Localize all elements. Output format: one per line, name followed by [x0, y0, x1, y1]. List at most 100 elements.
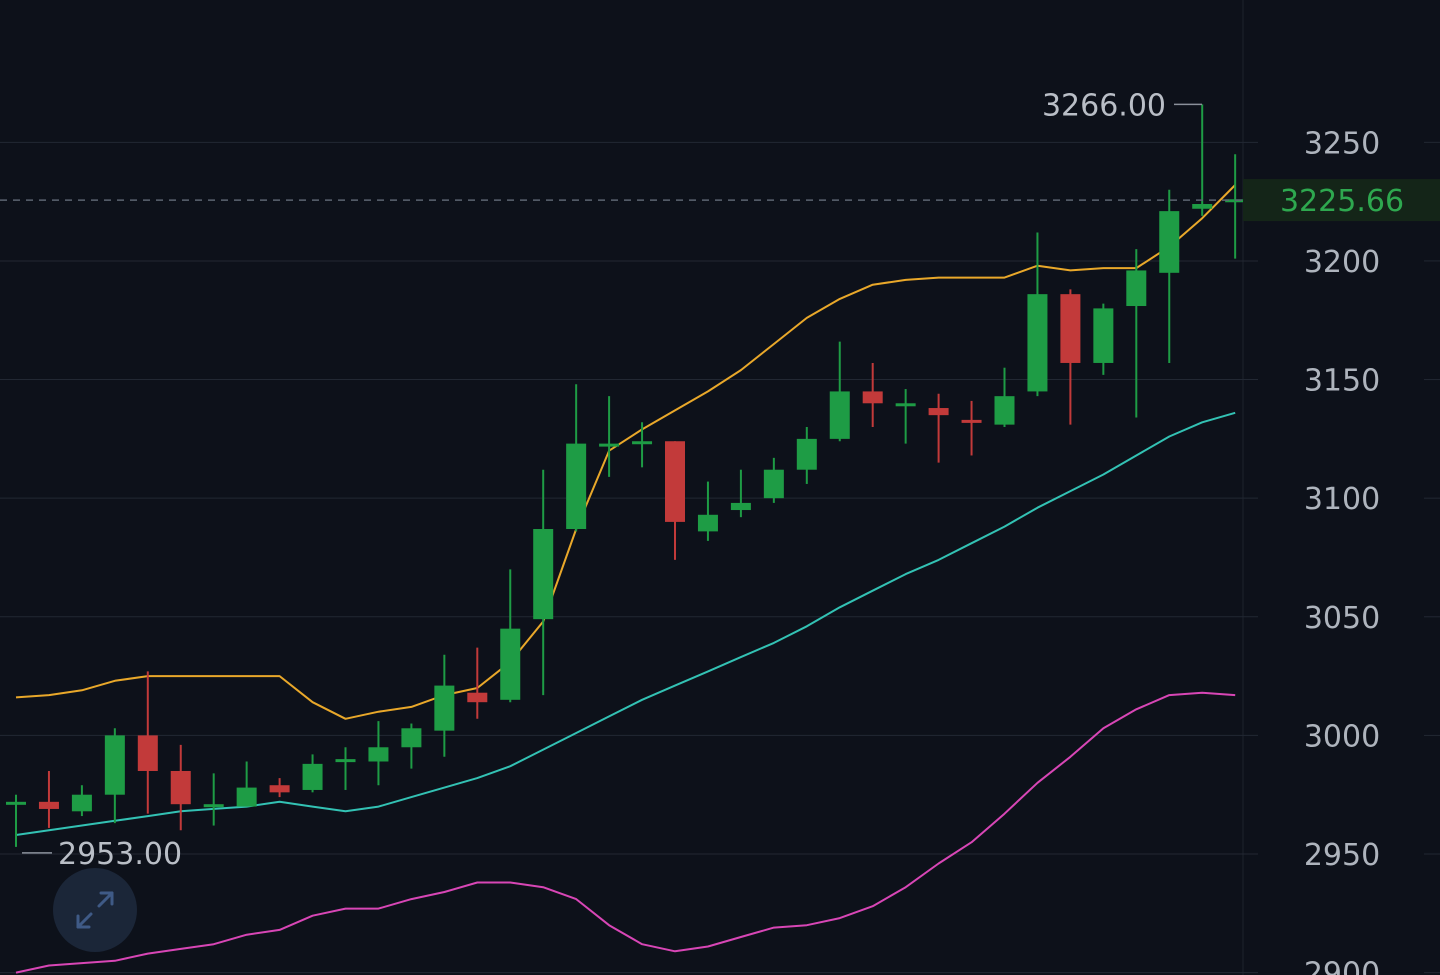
candle-body [763, 469, 784, 499]
candle [566, 384, 587, 532]
candle-body [697, 514, 718, 532]
low-marker-label: 2953.00 [58, 837, 182, 872]
candle [994, 367, 1015, 428]
candle [928, 393, 949, 463]
candle-body [467, 692, 488, 703]
candle [203, 773, 224, 826]
y-axis: 3250 3200 3150 3100 3050 3000 2950 2900 [1304, 126, 1380, 975]
candle [1126, 249, 1147, 418]
candle-body [269, 785, 290, 793]
candle [368, 721, 389, 786]
y-tick-label: 3150 [1304, 364, 1380, 399]
candle-body [862, 391, 883, 404]
y-tick-label: 3100 [1304, 482, 1380, 517]
candle [599, 396, 620, 477]
candle-body [1027, 294, 1048, 392]
candle-body [500, 628, 521, 700]
candle [137, 671, 158, 814]
expand-icon [76, 891, 114, 929]
y-tick-label: 2900 [1304, 957, 1380, 975]
candle-body [796, 438, 817, 470]
candle-body [203, 804, 224, 808]
candle [1027, 232, 1048, 397]
candle-body [170, 770, 191, 805]
candle [862, 362, 883, 428]
candle-body [566, 443, 587, 530]
candle [829, 341, 850, 442]
middle-band-series [15, 411, 1236, 836]
candle [1093, 303, 1114, 375]
high-marker-label: 3266.00 [1042, 88, 1166, 123]
candle-body [137, 735, 158, 771]
candle [104, 728, 125, 824]
y-tick-label: 3050 [1304, 601, 1380, 636]
candle-body [730, 502, 751, 511]
candle-body [335, 759, 356, 763]
candle [1060, 289, 1081, 425]
bands [15, 184, 1236, 836]
y-tick-label: 3250 [1304, 126, 1380, 161]
candle-body [599, 443, 620, 447]
y-tick-label: 3200 [1304, 245, 1380, 280]
candle [697, 481, 718, 541]
candle [763, 457, 784, 503]
candle-body [1192, 204, 1213, 209]
candle [38, 770, 59, 828]
candle [1192, 104, 1213, 216]
candle-body [632, 441, 653, 445]
candle-body [302, 763, 323, 790]
candle [632, 422, 653, 468]
candle [236, 761, 257, 807]
candle [269, 778, 290, 798]
candle-body [928, 408, 949, 416]
candle [895, 389, 916, 444]
price-markers: 3225.66 3266.00 2953.00 [0, 88, 1440, 872]
candle-body [1093, 308, 1114, 363]
candle-body [665, 441, 685, 522]
candle [6, 794, 26, 847]
candle-body [1060, 294, 1081, 363]
candle-body [533, 529, 554, 620]
candle [796, 427, 817, 484]
candle-body [1126, 270, 1147, 307]
candle [1159, 189, 1180, 363]
candle [533, 469, 554, 696]
candle-body [38, 801, 59, 809]
candle [401, 723, 422, 769]
candle-body [6, 801, 26, 805]
candle [467, 647, 488, 719]
candle-body [368, 747, 389, 762]
y-tick-label: 2950 [1304, 838, 1380, 873]
candle-body [236, 787, 257, 807]
candle [71, 785, 92, 817]
candle [665, 441, 685, 560]
candle [335, 747, 356, 790]
candles [6, 104, 1246, 847]
candle [1225, 154, 1246, 259]
candle [500, 569, 521, 703]
candle-body [434, 685, 455, 731]
upper-band-series [15, 184, 1236, 720]
candle-body [895, 403, 916, 407]
candle [730, 469, 751, 518]
candle-body [71, 794, 92, 812]
candle-body [401, 728, 422, 748]
candle [302, 754, 323, 793]
y-tick-label: 3000 [1304, 719, 1380, 754]
candle [434, 654, 455, 757]
expand-button[interactable] [53, 868, 137, 952]
candle-body [994, 396, 1015, 425]
candle [961, 400, 982, 456]
candle-body [104, 735, 125, 795]
lower-line-series [15, 691, 1236, 974]
candle-body [1159, 211, 1180, 273]
candle [170, 744, 191, 831]
candle-body [961, 419, 982, 423]
candle-body [829, 391, 850, 439]
lower-line [15, 691, 1236, 974]
current-price-tag [1243, 179, 1440, 222]
current-price-label: 3225.66 [1280, 184, 1404, 219]
